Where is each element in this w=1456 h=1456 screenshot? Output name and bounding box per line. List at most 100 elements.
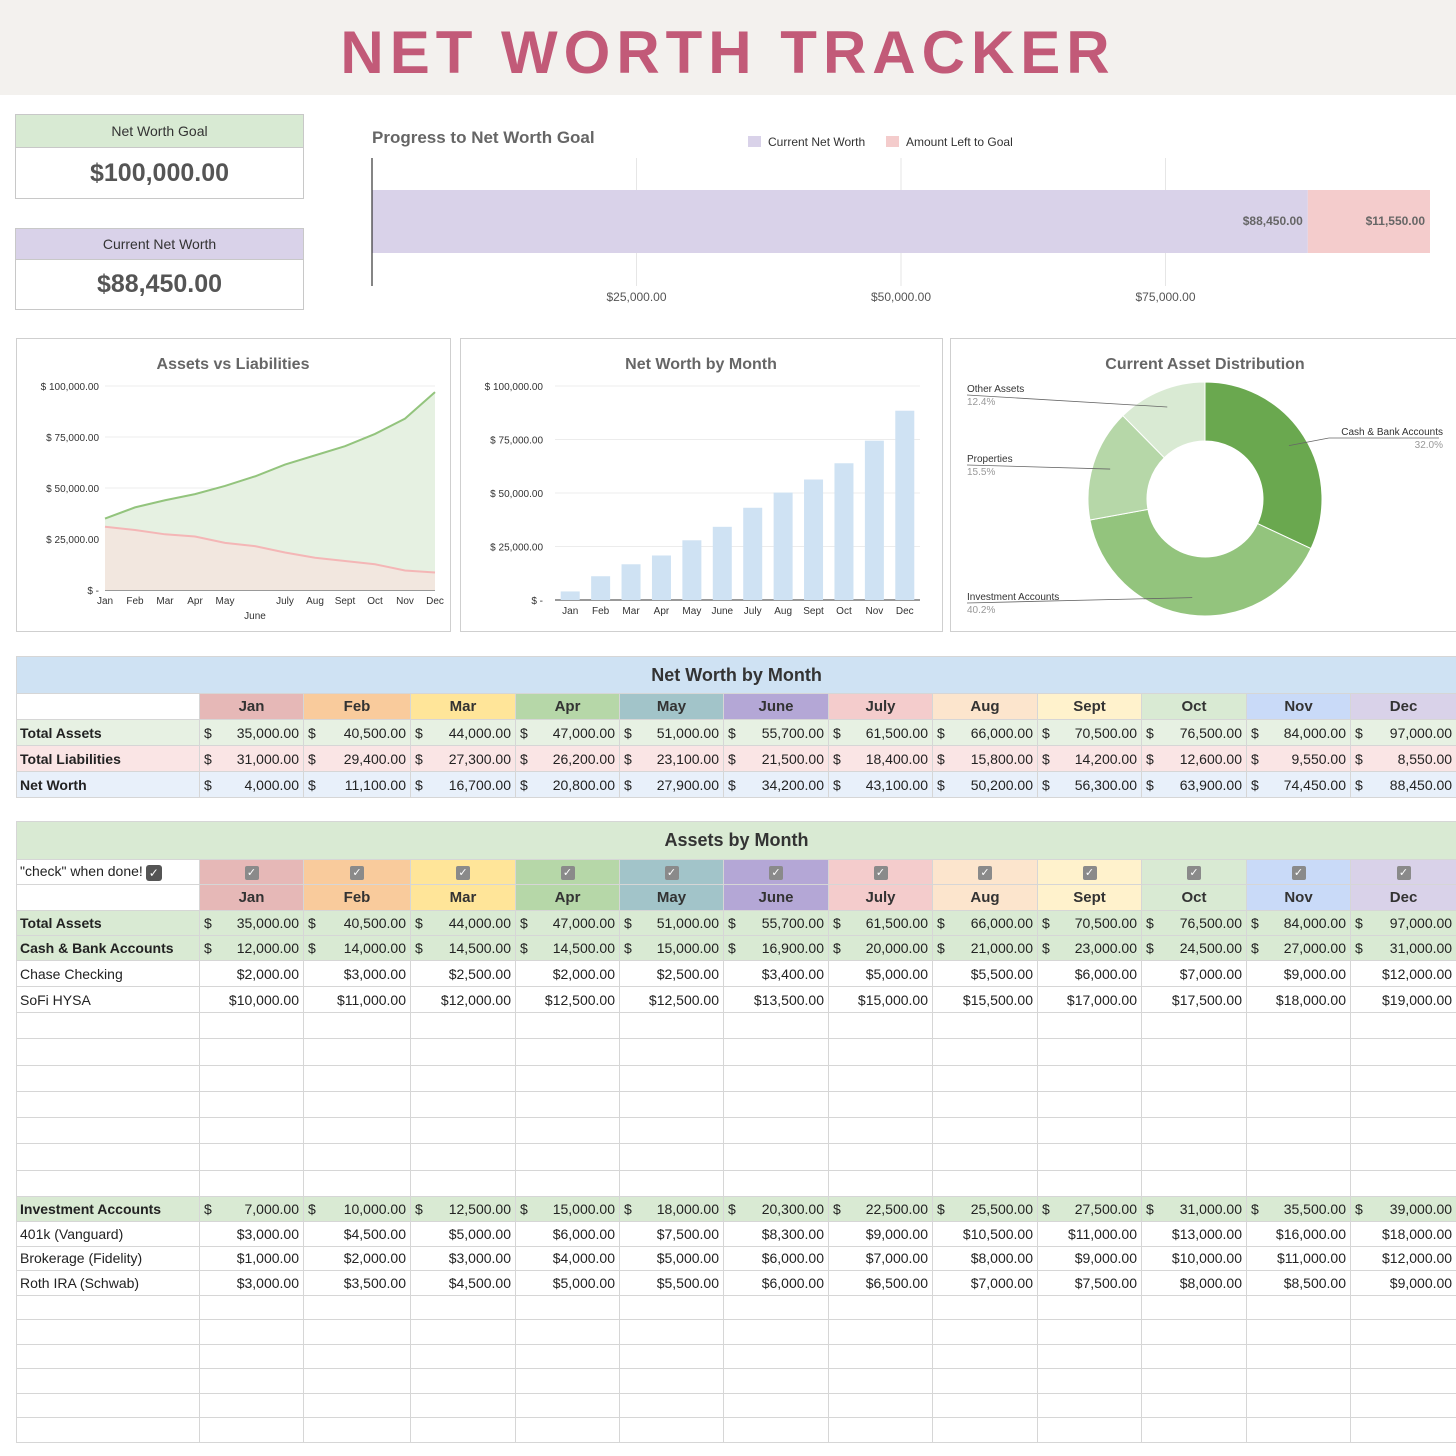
empty-cell[interactable] [515, 1417, 620, 1443]
amount-cell[interactable]: $43,100.00 [828, 771, 933, 798]
empty-cell[interactable] [515, 1011, 620, 1040]
empty-cell[interactable] [1037, 1064, 1142, 1092]
amount-cell[interactable]: $61,500.00 [828, 910, 933, 936]
empty-cell[interactable] [828, 1417, 933, 1443]
empty-cell[interactable] [723, 1143, 829, 1171]
amount-cell[interactable]: $21,500.00 [723, 745, 829, 772]
empty-cell[interactable] [619, 1319, 724, 1345]
account-amount[interactable]: $17,500.00 [1141, 986, 1247, 1013]
empty-cell[interactable] [723, 1011, 829, 1040]
empty-cell[interactable] [1349, 1392, 1456, 1419]
empty-cell[interactable] [932, 1392, 1038, 1419]
empty-cell[interactable] [1349, 1294, 1456, 1321]
account-label[interactable]: 401k (Vanguard) [16, 1221, 200, 1247]
empty-cell[interactable] [16, 1368, 200, 1394]
amount-cell[interactable]: $7,000.00 [199, 1196, 304, 1223]
amount-cell[interactable]: $40,500.00 [303, 719, 411, 746]
net-worth-by-month-chart[interactable]: Net Worth by Month $ - $ 25,000.00 $ 50,000… [461, 339, 942, 631]
empty-cell[interactable] [932, 1368, 1038, 1394]
empty-cell[interactable] [303, 1011, 411, 1040]
amount-cell[interactable]: $27,500.00 [1037, 1196, 1142, 1223]
account-amount[interactable]: $5,000.00 [619, 1245, 724, 1272]
empty-cell[interactable] [1349, 1090, 1456, 1119]
empty-cell[interactable] [1349, 1169, 1456, 1198]
account-amount[interactable]: $11,000.00 [1037, 1221, 1142, 1247]
account-amount[interactable]: $7,000.00 [1141, 960, 1247, 987]
empty-cell[interactable] [303, 1294, 411, 1321]
amount-cell[interactable]: $12,500.00 [410, 1196, 516, 1223]
empty-cell[interactable] [515, 1294, 620, 1321]
empty-cell[interactable] [303, 1117, 411, 1145]
account-amount[interactable]: $5,000.00 [828, 960, 933, 987]
empty-cell[interactable] [16, 1011, 200, 1040]
empty-cell[interactable] [410, 1038, 516, 1066]
month-checkbox[interactable]: ✓ [560, 866, 575, 881]
empty-cell[interactable] [16, 1090, 200, 1119]
empty-cell[interactable] [619, 1011, 724, 1040]
empty-cell[interactable] [619, 1169, 724, 1198]
empty-cell[interactable] [932, 1143, 1038, 1171]
empty-cell[interactable] [199, 1143, 304, 1171]
account-amount[interactable]: $8,000.00 [1141, 1270, 1247, 1296]
empty-cell[interactable] [1141, 1038, 1247, 1066]
account-amount[interactable]: $10,000.00 [1141, 1245, 1247, 1272]
account-amount[interactable]: $4,500.00 [410, 1270, 516, 1296]
empty-cell[interactable] [1246, 1319, 1351, 1345]
empty-cell[interactable] [1141, 1417, 1247, 1443]
amount-cell[interactable]: $20,300.00 [723, 1196, 829, 1223]
account-amount[interactable]: $19,000.00 [1349, 986, 1456, 1013]
empty-cell[interactable] [410, 1011, 516, 1040]
amount-cell[interactable]: $25,500.00 [932, 1196, 1038, 1223]
empty-cell[interactable] [410, 1294, 516, 1321]
month-checkbox[interactable]: ✓ [1082, 866, 1097, 881]
empty-cell[interactable] [1141, 1343, 1247, 1370]
empty-cell[interactable] [515, 1169, 620, 1198]
account-amount[interactable]: $4,000.00 [515, 1245, 620, 1272]
amount-cell[interactable]: $66,000.00 [932, 910, 1038, 936]
empty-cell[interactable] [932, 1090, 1038, 1119]
amount-cell[interactable]: $14,500.00 [410, 935, 516, 961]
month-checkbox[interactable]: ✓ [1187, 866, 1201, 881]
empty-cell[interactable] [619, 1294, 724, 1321]
empty-cell[interactable] [515, 1143, 620, 1171]
empty-cell[interactable] [515, 1064, 620, 1092]
empty-cell[interactable] [619, 1064, 724, 1092]
empty-cell[interactable] [410, 1117, 516, 1145]
empty-cell[interactable] [723, 1064, 829, 1092]
empty-cell[interactable] [303, 1392, 411, 1419]
month-checkbox[interactable]: ✓ [664, 866, 679, 881]
empty-cell[interactable] [410, 1169, 516, 1198]
account-amount[interactable]: $9,000.00 [1037, 1245, 1142, 1272]
empty-cell[interactable] [619, 1343, 724, 1370]
empty-cell[interactable] [515, 1392, 620, 1419]
amount-cell[interactable]: $55,700.00 [723, 910, 829, 936]
empty-cell[interactable] [16, 1343, 200, 1370]
month-checkbox[interactable]: ✓ [350, 866, 364, 881]
account-amount[interactable]: $9,000.00 [1246, 960, 1351, 987]
account-label[interactable]: SoFi HYSA [16, 986, 200, 1013]
amount-cell[interactable]: $20,000.00 [828, 935, 933, 961]
amount-cell[interactable]: $9,550.00 [1246, 745, 1351, 772]
empty-cell[interactable] [619, 1392, 724, 1419]
empty-cell[interactable] [410, 1143, 516, 1171]
account-amount[interactable]: $7,500.00 [1037, 1270, 1142, 1296]
amount-cell[interactable]: $88,450.00 [1349, 771, 1456, 798]
empty-cell[interactable] [303, 1143, 411, 1171]
account-amount[interactable]: $7,500.00 [619, 1221, 724, 1247]
empty-cell[interactable] [1037, 1090, 1142, 1119]
account-label[interactable]: Brokerage (Fidelity) [16, 1245, 200, 1272]
amount-cell[interactable]: $18,400.00 [828, 745, 933, 772]
empty-cell[interactable] [1037, 1368, 1142, 1394]
empty-cell[interactable] [1246, 1064, 1351, 1092]
empty-cell[interactable] [303, 1319, 411, 1345]
empty-cell[interactable] [619, 1417, 724, 1443]
amount-cell[interactable]: $63,900.00 [1141, 771, 1247, 798]
empty-cell[interactable] [515, 1117, 620, 1145]
empty-cell[interactable] [828, 1319, 933, 1345]
empty-cell[interactable] [723, 1368, 829, 1394]
amount-cell[interactable]: $97,000.00 [1349, 910, 1456, 936]
empty-cell[interactable] [619, 1117, 724, 1145]
amount-cell[interactable]: $23,000.00 [1037, 935, 1142, 961]
empty-cell[interactable] [1037, 1038, 1142, 1066]
amount-cell[interactable]: $14,500.00 [515, 935, 620, 961]
